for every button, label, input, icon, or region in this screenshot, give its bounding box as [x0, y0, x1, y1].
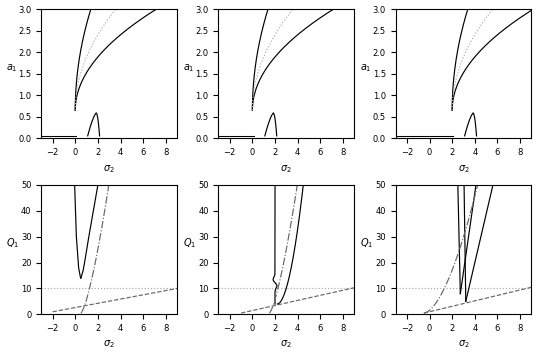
X-axis label: $\sigma_2$: $\sigma_2$	[458, 163, 469, 174]
Y-axis label: $Q_1$: $Q_1$	[183, 236, 197, 250]
X-axis label: $\sigma_2$: $\sigma_2$	[103, 339, 115, 350]
X-axis label: $\sigma_2$: $\sigma_2$	[280, 339, 292, 350]
Y-axis label: $a_1$: $a_1$	[183, 62, 194, 74]
X-axis label: $\sigma_2$: $\sigma_2$	[280, 163, 292, 174]
Y-axis label: $Q_1$: $Q_1$	[360, 236, 374, 250]
Y-axis label: $a_1$: $a_1$	[360, 62, 372, 74]
Y-axis label: $a_1$: $a_1$	[5, 62, 17, 74]
X-axis label: $\sigma_2$: $\sigma_2$	[103, 163, 115, 174]
Y-axis label: $Q_1$: $Q_1$	[6, 236, 19, 250]
X-axis label: $\sigma_2$: $\sigma_2$	[458, 339, 469, 350]
